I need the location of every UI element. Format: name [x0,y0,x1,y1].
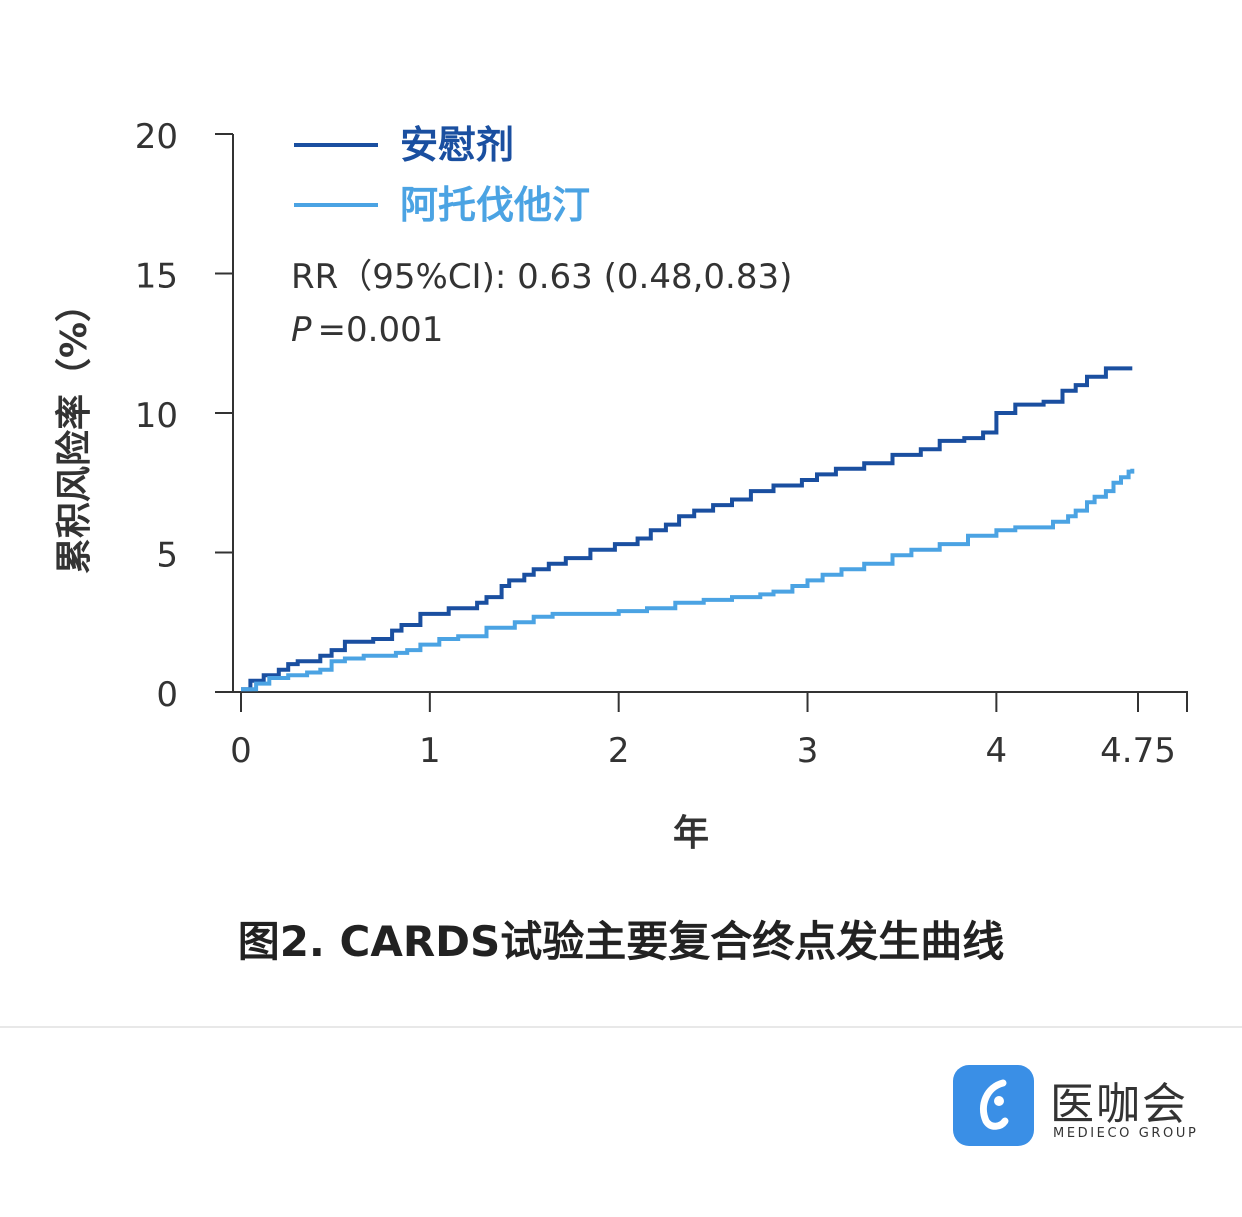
legend-label-1: 阿托伐他汀 [400,183,590,227]
y-tick-label: 0 [156,675,178,715]
figure-caption: 图2. CARDS试验主要复合终点发生曲线 [237,917,1005,966]
brand-subtitle: MEDIECO GROUP [1053,1126,1199,1141]
x-tick-label: 4.75 [1100,731,1176,771]
y-tick-label: 15 [135,257,178,297]
x-axis-title: 年 [673,813,709,854]
x-tick-label: 1 [419,731,441,771]
x-tick-label: 2 [608,731,630,771]
annotation-p: P =0.001 [291,310,443,350]
annotation-p-letter: P [291,310,312,350]
y-tick-label: 5 [156,536,178,576]
stylized-person-icon [953,1065,1034,1146]
series-line-1 [241,468,1135,692]
annotation-p-value: =0.001 [318,310,444,350]
annotation-rr: RR（95%CI): 0.63 (0.48,0.83) [291,257,792,297]
legend-label-0: 安慰剂 [400,123,514,167]
y-axis-title: 累积风险率（%） [54,286,95,574]
x-tick-label: 0 [230,731,252,771]
y-tick-label: 10 [135,396,178,436]
brand-name: 医咖会 [1050,1079,1188,1130]
series-line-0 [241,366,1133,692]
x-tick-label: 4 [986,731,1008,771]
y-tick-label: 20 [135,117,178,157]
footer-divider [0,1026,1242,1028]
axes [215,133,1188,712]
x-tick-label: 3 [797,731,819,771]
curves [241,366,1135,692]
